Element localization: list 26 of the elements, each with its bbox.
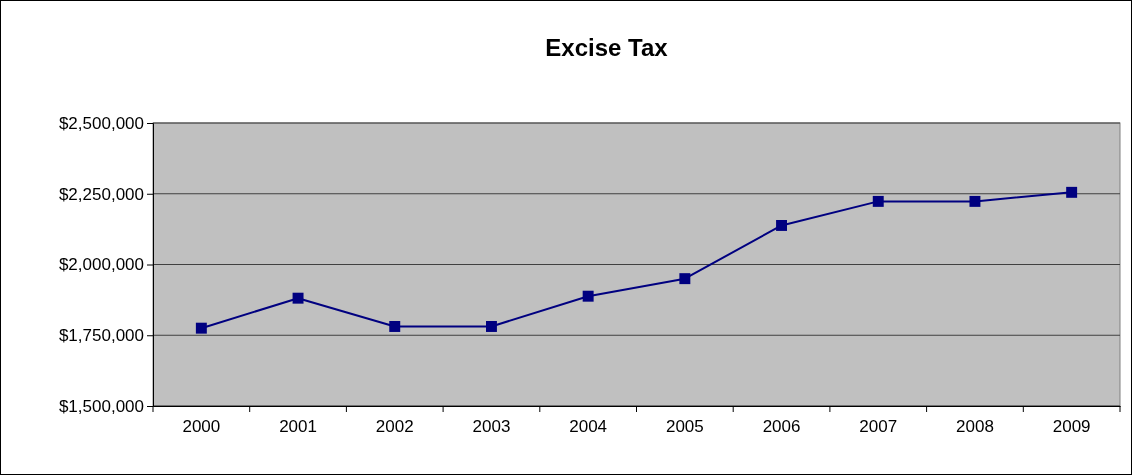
point (485, 321, 497, 332)
x-tick-label: 2009 (1052, 417, 1091, 437)
point (969, 195, 981, 207)
x-tick-label: 2003 (472, 417, 511, 437)
x-tick-label: 2002 (375, 417, 414, 437)
point (389, 321, 401, 332)
x-tick-label: 2008 (956, 417, 994, 437)
x-tick-label: 2006 (762, 417, 801, 437)
x-tick-label: 2007 (859, 417, 898, 437)
y-tick-label: $1,500,000 (58, 396, 144, 416)
x-tick-label: 2001 (279, 417, 317, 437)
x-tick-label: 2004 (569, 417, 608, 437)
y-tick-label: $1,750,000 (58, 326, 144, 346)
y-tick-label: $2,000,000 (58, 255, 144, 275)
point (1066, 186, 1078, 198)
chart-title: Excise Tax (545, 34, 669, 61)
point (292, 292, 304, 304)
point (582, 290, 594, 302)
x-tick-label: 2000 (182, 417, 221, 437)
point (195, 322, 207, 334)
y-tick-label: $2,250,000 (58, 184, 144, 204)
x-tick-label: 2005 (665, 417, 704, 437)
point (679, 273, 691, 285)
point (776, 219, 788, 231)
y-tick-label: $2,500,000 (58, 113, 144, 133)
point (872, 195, 884, 207)
